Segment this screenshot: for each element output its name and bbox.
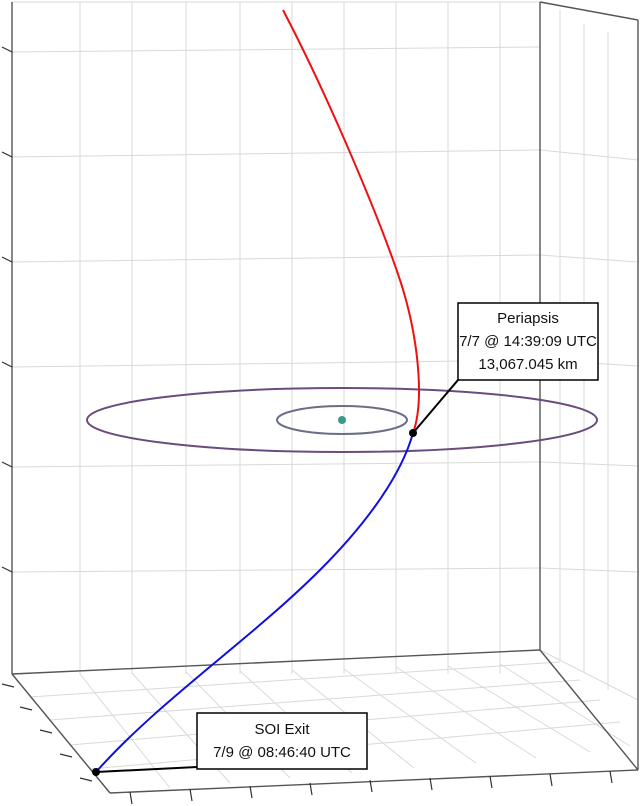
periapsis-title: Periapsis	[497, 310, 559, 327]
periapsis-leader-line	[412, 379, 459, 434]
soi-exit-time: 7/9 @ 08:46:40 UTC	[213, 744, 351, 761]
soi-exit-marker	[92, 768, 100, 776]
inner-orbit	[276, 405, 408, 435]
periapsis-label: Periapsis 7/7 @ 14:39:09 UTC 13,067.045 …	[457, 302, 599, 381]
back-wall-grid	[11, 1, 541, 674]
outgoing-trajectory	[95, 432, 414, 773]
incoming-trajectory	[282, 9, 420, 434]
soi-exit-title: SOI Exit	[254, 721, 310, 738]
periapsis-marker	[409, 429, 417, 437]
periapsis-time: 7/7 @ 14:39:09 UTC	[459, 333, 597, 350]
outer-orbit	[86, 387, 598, 453]
axis-ticks	[1, 46, 613, 805]
planet-marker	[338, 416, 346, 424]
soi-exit-leader-line	[95, 766, 198, 773]
periapsis-distance: 13,067.045 km	[478, 356, 577, 373]
axis-frame	[11, 1, 639, 794]
soi-exit-label: SOI Exit 7/9 @ 08:46:40 UTC	[196, 712, 368, 770]
